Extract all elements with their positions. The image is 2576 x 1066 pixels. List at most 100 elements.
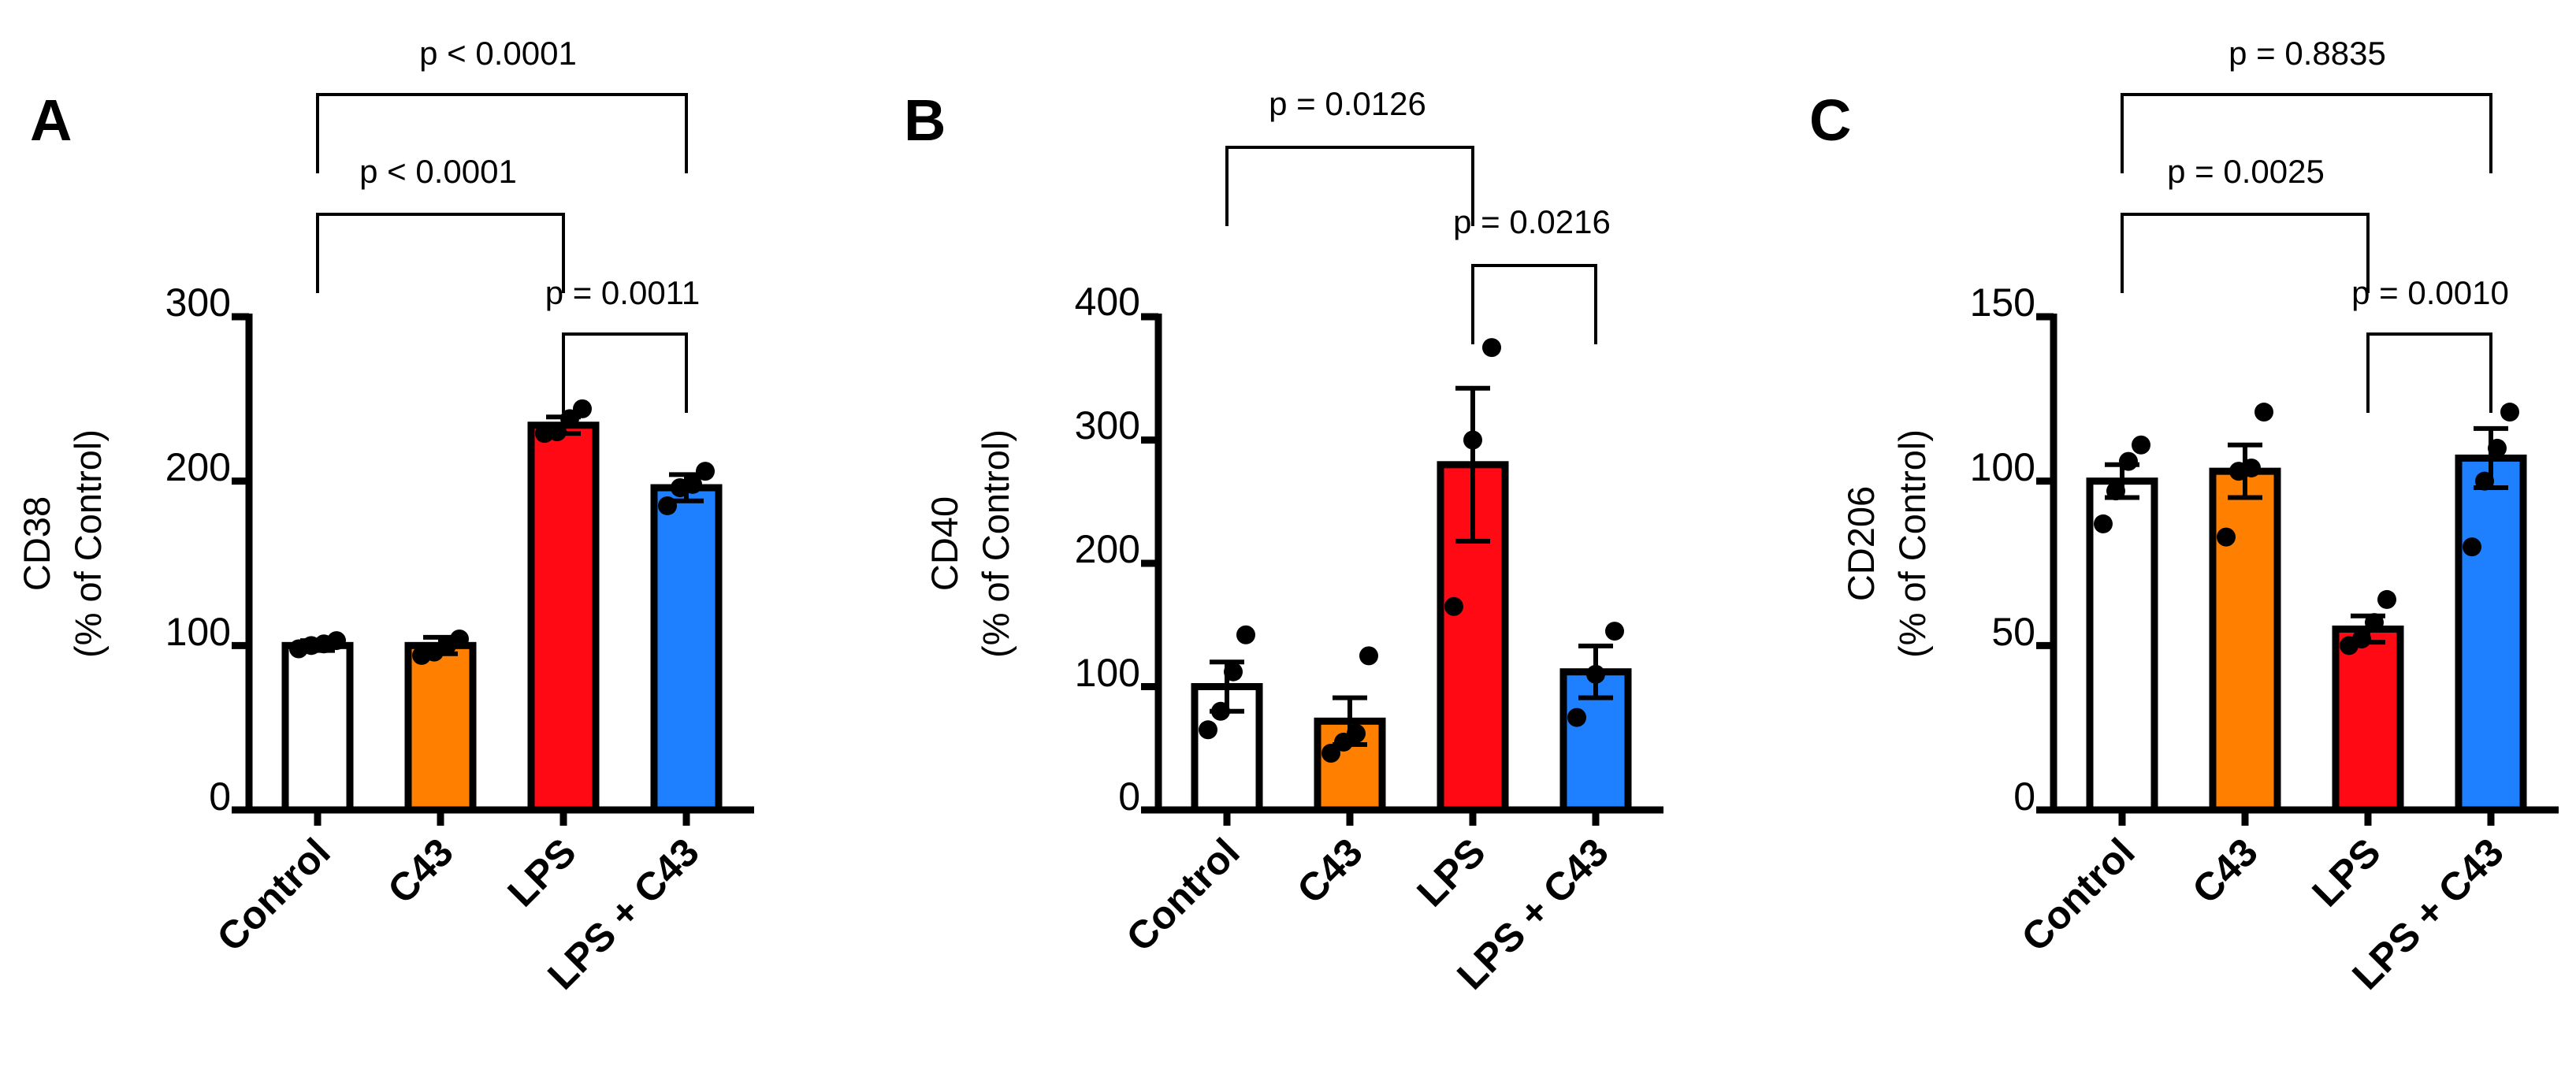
y-tick-label: 200 <box>165 445 231 489</box>
data-point <box>1482 338 1501 358</box>
data-point <box>2500 403 2519 422</box>
x-tick-label: LPS <box>2303 830 2388 915</box>
x-tick-label: C43 <box>2184 830 2266 912</box>
y-tick-label: 150 <box>1970 280 2035 325</box>
data-point <box>2352 629 2371 648</box>
p-value-label: p = 0.0010 <box>2351 274 2509 311</box>
y-tick-label: 0 <box>209 774 231 819</box>
bar-2 <box>404 641 477 814</box>
y-tick-label: 100 <box>165 610 231 654</box>
panel-letter-a: A <box>30 87 72 153</box>
y-tick-label: 300 <box>1075 403 1140 448</box>
significance-bracket <box>562 332 688 413</box>
panel-c-comparisons: p = 0.8835 p = 0.0025 p = 0.0010 <box>2167 35 2509 311</box>
y-tick-label: 0 <box>2013 774 2035 819</box>
panel-b-ylabel-unit: (% of Control) <box>975 429 1017 658</box>
x-tick-label: LPS <box>499 830 584 915</box>
panel-a-x-ticklabels: Control C43 LPS LPS + C43 <box>209 830 708 998</box>
data-point <box>2242 458 2261 477</box>
significance-bracket <box>2121 213 2370 293</box>
bar-3 <box>527 422 600 814</box>
panel-c-ylabel-unit: (% of Control) <box>1891 429 1933 658</box>
data-point <box>1605 622 1624 641</box>
x-tick-label: Control <box>209 830 339 960</box>
x-tick-label: Control <box>2013 830 2143 960</box>
data-point <box>1321 744 1340 763</box>
panel-b-x-ticklabels: Control C43 LPS LPS + C43 <box>1118 830 1617 998</box>
data-point <box>2217 527 2236 547</box>
y-tick-label: 300 <box>165 280 231 325</box>
panel-b: B CD40 (% of Control) 0 100 200 300 400 … <box>904 85 1663 998</box>
bar-1 <box>2086 477 2158 814</box>
data-point <box>1463 430 1482 450</box>
data-point <box>450 629 469 648</box>
data-point <box>327 631 346 651</box>
panel-c-y-ticklabels: 0 50 100 150 <box>1970 280 2035 819</box>
x-tick-label: LPS <box>1408 830 1493 915</box>
panel-a-y-ticklabels: 0 100 200 300 <box>165 280 231 819</box>
data-point <box>696 462 715 481</box>
data-point <box>2475 471 2494 491</box>
panel-b-comparisons: p = 0.0126 p = 0.0216 <box>1269 85 1611 240</box>
p-value-label: p < 0.0001 <box>359 153 517 190</box>
p-value-label: p = 0.0216 <box>1453 203 1611 240</box>
panel-letter-b: B <box>904 87 946 153</box>
significance-bracket <box>1225 146 1474 226</box>
panel-a-plot <box>232 93 754 826</box>
data-point <box>2254 403 2273 422</box>
y-tick-label: 400 <box>1075 280 1140 324</box>
p-value-label: p = 0.0011 <box>545 274 701 311</box>
panel-c-x-ticklabels: Control C43 LPS LPS + C43 <box>2013 830 2512 998</box>
y-tick-label: 200 <box>1075 527 1140 571</box>
y-tick-label: 100 <box>1075 651 1140 695</box>
data-point <box>683 474 702 494</box>
data-point <box>2377 589 2396 609</box>
bar-4 <box>650 484 723 814</box>
panel-a-ylabel: CD38 <box>16 496 58 591</box>
data-point <box>2463 537 2481 557</box>
panel-a: A CD38 (% of Control) 0 100 200 300 Cont… <box>16 35 754 998</box>
panel-b-y-ticklabels: 0 100 200 300 400 <box>1075 280 1140 819</box>
data-point <box>2132 435 2150 455</box>
data-point <box>548 422 567 442</box>
y-tick-label: 100 <box>1970 445 2035 489</box>
bar-3 <box>2332 625 2404 814</box>
bar-4 <box>2455 454 2527 814</box>
x-tick-label: Control <box>1118 830 1248 960</box>
p-value-label: p < 0.0001 <box>419 35 577 72</box>
p-value-label: p = 0.0025 <box>2167 153 2325 190</box>
panel-c-ylabel: CD206 <box>1840 486 1882 601</box>
x-tick-label: C43 <box>1288 830 1370 912</box>
panel-a-comparisons: p < 0.0001 p < 0.0001 p = 0.0011 <box>359 35 700 311</box>
p-value-label: p = 0.0126 <box>1269 85 1426 122</box>
data-point <box>2488 438 2507 458</box>
data-point <box>1359 646 1378 666</box>
data-point <box>1224 662 1243 682</box>
p-value-label: p = 0.8835 <box>2228 35 2386 72</box>
panel-a-ylabel-unit: (% of Control) <box>67 429 109 658</box>
data-point <box>1236 625 1255 644</box>
data-point <box>1199 720 1217 740</box>
significance-bracket <box>2366 332 2492 413</box>
significance-bracket <box>316 93 688 173</box>
data-point <box>1586 664 1605 684</box>
panel-b-ylabel: CD40 <box>924 496 965 591</box>
data-point <box>1567 708 1586 727</box>
data-point <box>2119 451 2138 471</box>
x-tick-label: C43 <box>379 830 461 912</box>
significance-bracket <box>1471 264 1597 344</box>
y-tick-label: 0 <box>1118 774 1140 819</box>
significance-bracket <box>316 213 565 293</box>
panel-b-plot <box>1141 146 1663 826</box>
y-tick-label: 50 <box>1991 610 2035 654</box>
bar-1 <box>281 641 354 814</box>
significance-bracket <box>2121 93 2492 173</box>
data-point <box>658 496 677 515</box>
data-point <box>573 399 592 418</box>
data-point <box>1347 723 1366 743</box>
data-point <box>2106 481 2125 501</box>
bar-2 <box>2209 467 2281 814</box>
data-point <box>1211 701 1230 721</box>
data-point <box>2094 514 2113 533</box>
